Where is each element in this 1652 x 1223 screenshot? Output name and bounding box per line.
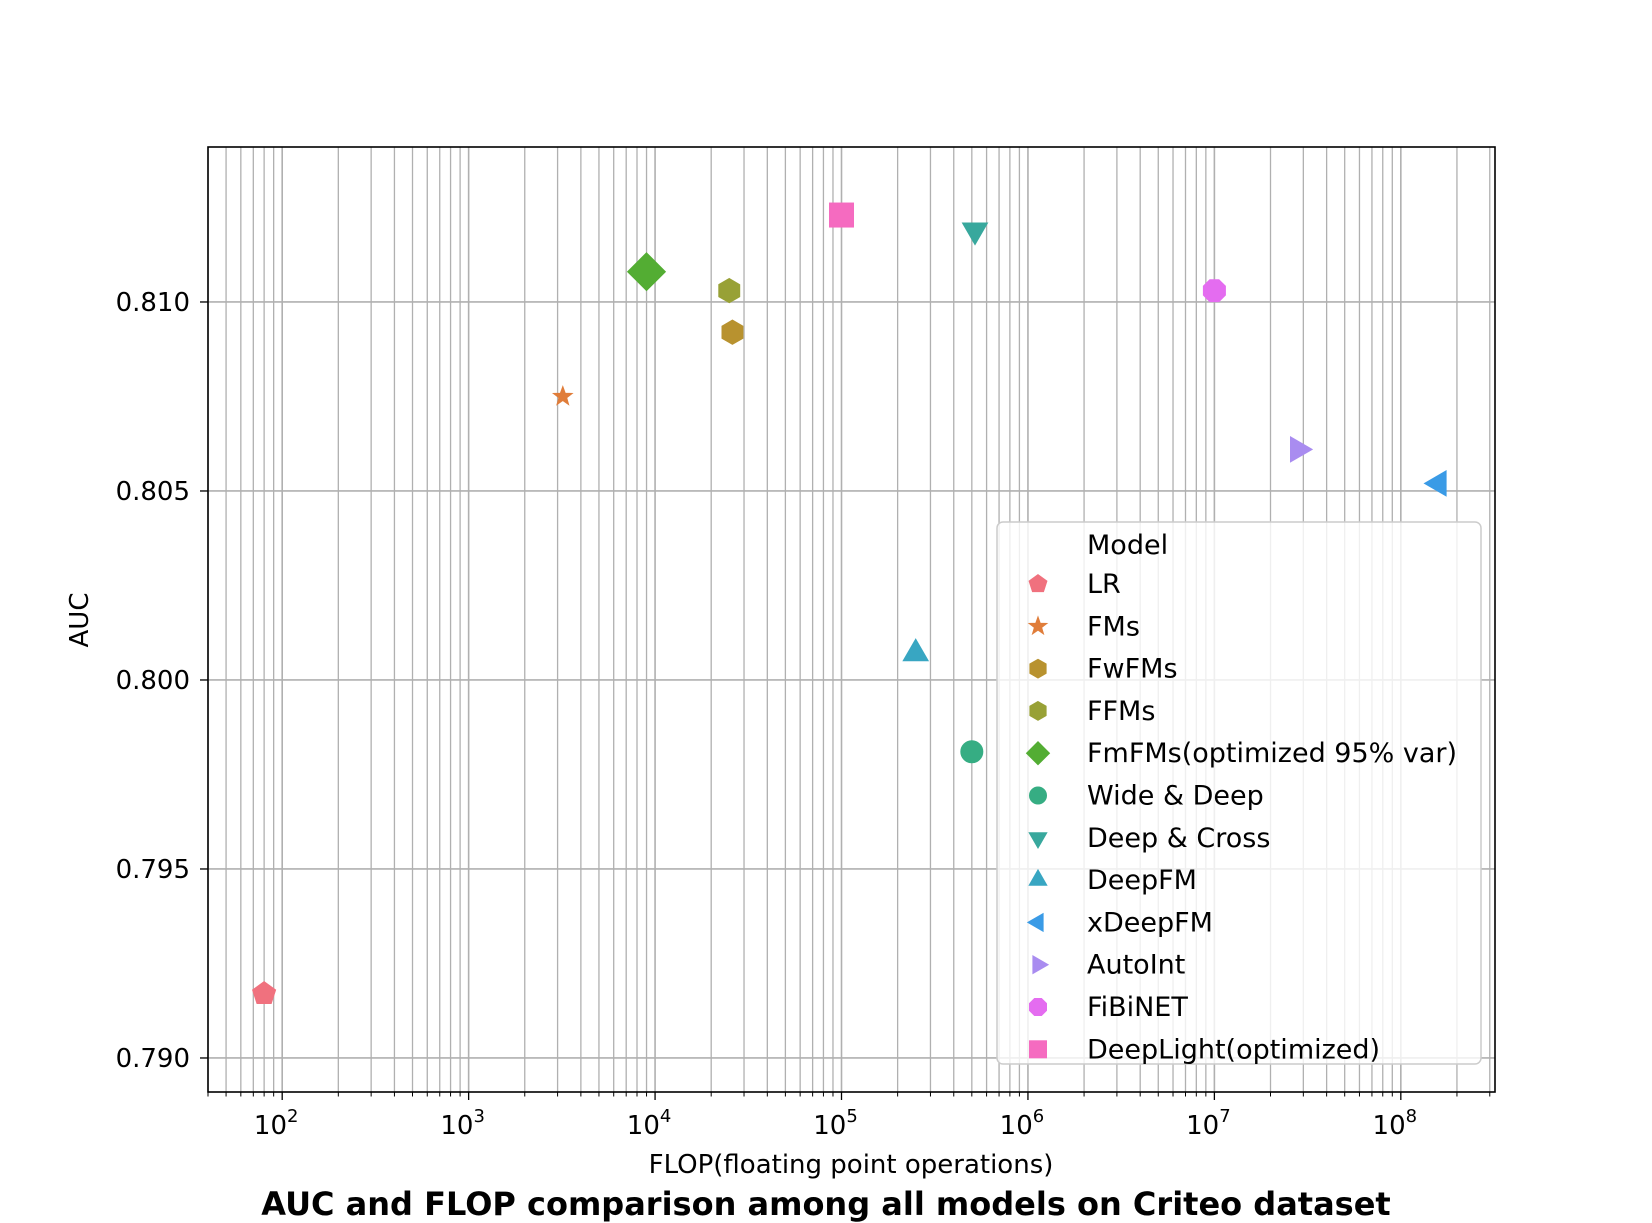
legend-marker xyxy=(1029,998,1047,1016)
legend-title: Model xyxy=(1087,530,1168,561)
data-point xyxy=(902,638,930,662)
data-point xyxy=(721,319,744,345)
y-tick-label: 0.795 xyxy=(116,855,190,885)
legend-item: DeepLight(optimized) xyxy=(1029,1034,1380,1065)
legend-label: DeepFM xyxy=(1087,865,1197,896)
legend-marker xyxy=(1028,573,1048,593)
legend-item: FwFMs xyxy=(1029,654,1178,685)
x-tick-label: 108 xyxy=(1373,1106,1418,1141)
legend-item: xDeepFM xyxy=(1026,907,1213,938)
data-markers xyxy=(252,202,1447,1004)
x-tick-label: 104 xyxy=(627,1106,672,1141)
y-tick-label: 0.800 xyxy=(116,666,190,696)
legend-label: Wide & Deep xyxy=(1087,781,1264,812)
x-tick-label: 107 xyxy=(1186,1106,1231,1141)
legend-marker xyxy=(1028,868,1048,886)
legend-label: LR xyxy=(1087,569,1121,600)
legend-marker xyxy=(1032,955,1050,975)
legend-item: FmFMs(optimized 95% var) xyxy=(1025,738,1457,769)
legend-box xyxy=(996,521,1482,1065)
legend-marker xyxy=(1029,786,1047,805)
grid-lines xyxy=(207,147,1495,1092)
x-axis-label: FLOP(floating point operations) xyxy=(649,1150,1054,1180)
legend-label: xDeepFM xyxy=(1087,907,1213,938)
data-point xyxy=(1290,436,1314,463)
legend-label: FwFMs xyxy=(1087,654,1178,685)
legend-marker xyxy=(1029,700,1047,721)
legend-marker xyxy=(1029,658,1047,679)
y-tick-label: 0.805 xyxy=(116,477,190,507)
data-point xyxy=(551,385,574,406)
data-point xyxy=(1423,470,1447,497)
legend-item: FiBiNET xyxy=(1029,992,1188,1023)
legend-item: DeepFM xyxy=(1028,865,1197,896)
legend-item: AutoInt xyxy=(1032,950,1185,981)
data-point xyxy=(1202,279,1226,303)
data-point xyxy=(626,252,667,292)
data-point xyxy=(252,980,277,1004)
legend: Model LR FMs FwFMs FFMs FmFMs(optimized 95% … xyxy=(996,521,1482,1065)
legend-label: Deep & Cross xyxy=(1087,823,1270,854)
legend-item: FMs xyxy=(1027,611,1140,642)
x-tick-label: 103 xyxy=(440,1106,485,1141)
legend-marker xyxy=(1027,615,1049,636)
legend-label: FmFMs(optimized 95% var) xyxy=(1087,738,1457,769)
data-point xyxy=(960,740,984,764)
legend-marker xyxy=(1028,832,1048,850)
y-tick-label: 0.790 xyxy=(116,1044,190,1074)
axis-ticks: 102 103 104 105 106 107 108 0.790 0.795 0.800 0.80… xyxy=(116,288,1491,1141)
data-point xyxy=(829,202,855,228)
y-tick-label: 0.810 xyxy=(116,288,190,318)
legend-item: LR xyxy=(1028,569,1121,600)
legend-label: FiBiNET xyxy=(1087,992,1188,1023)
data-point xyxy=(718,277,741,304)
chart-title: AUC and FLOP comparison among all models… xyxy=(261,1185,1391,1223)
legend-label: FMs xyxy=(1087,611,1140,642)
legend-marker xyxy=(1025,740,1051,766)
legend-label: DeepLight(optimized) xyxy=(1087,1034,1380,1065)
legend-marker xyxy=(1029,1040,1047,1059)
x-tick-label: 102 xyxy=(254,1106,299,1141)
data-point xyxy=(961,222,989,246)
legend-marker xyxy=(1026,912,1044,933)
legend-label: AutoInt xyxy=(1087,950,1185,981)
legend-label: FFMs xyxy=(1087,696,1155,727)
y-axis-label: AUC xyxy=(65,593,95,648)
x-tick-label: 106 xyxy=(1000,1106,1045,1141)
legend-item: FFMs xyxy=(1029,696,1155,727)
legend-item: Deep & Cross xyxy=(1028,823,1270,854)
plot-frame xyxy=(207,146,1496,1093)
x-tick-label: 105 xyxy=(813,1106,858,1141)
legend-item: Wide & Deep xyxy=(1029,781,1264,812)
